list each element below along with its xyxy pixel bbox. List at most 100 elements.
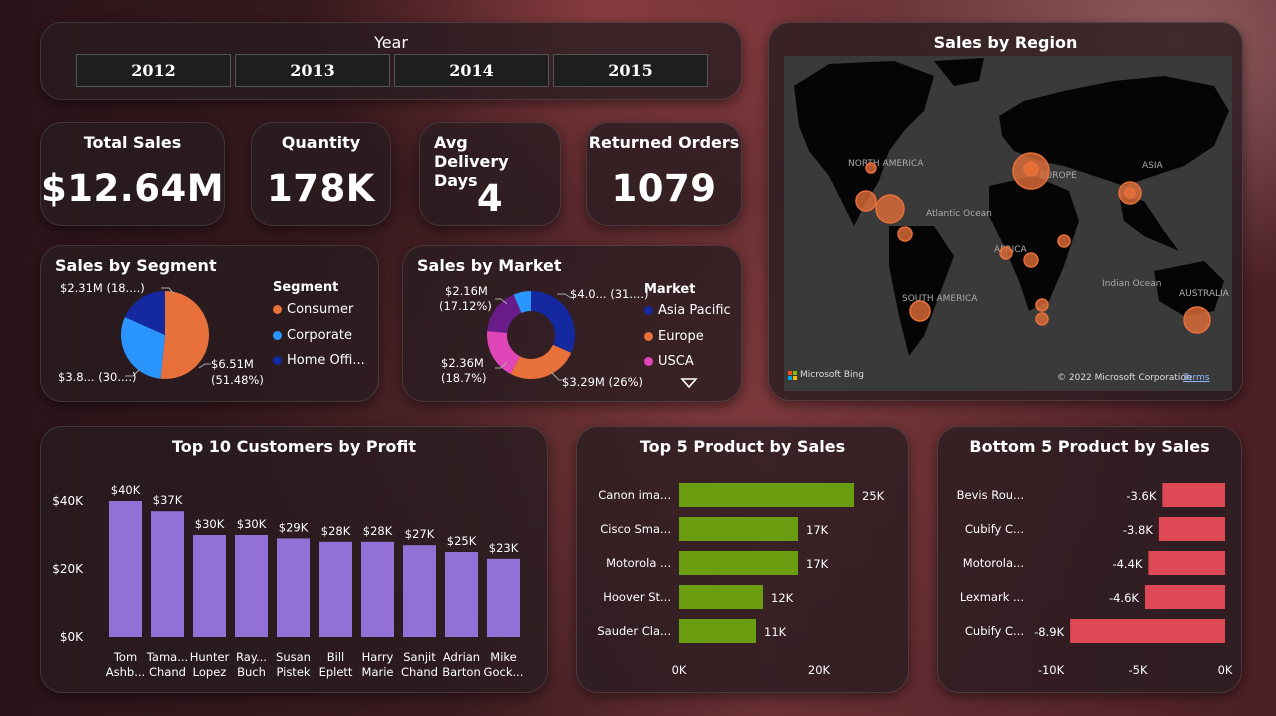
category-label: Ray... (236, 650, 267, 664)
asia-pacific-swatch (644, 306, 653, 315)
year-2013-button[interactable]: 2013 (235, 54, 390, 87)
category-label: Buch (237, 665, 266, 679)
africa-landmass (989, 176, 1079, 311)
quantity-value: 178K (267, 167, 375, 210)
legend-asia-pacific-label: Asia Pacific (658, 303, 731, 318)
customer-bar[interactable] (109, 501, 142, 637)
customer-bar[interactable] (445, 552, 478, 637)
map-label-south-america: SOUTH AMERICA (902, 294, 978, 304)
region-bubble-north-america-east[interactable] (855, 190, 877, 212)
legend-asia-pacific[interactable]: Asia Pacific (644, 303, 731, 318)
region-bubble-canada[interactable] (865, 162, 877, 174)
donut-slice-europe[interactable] (510, 344, 572, 379)
customer-bar[interactable] (235, 535, 268, 637)
product-bar[interactable] (679, 483, 854, 507)
product-bar[interactable] (679, 585, 763, 609)
map-label-asia: ASIA (1142, 161, 1164, 171)
top-customers-card: Top 10 Customers by Profit $0K $20K $40K $4… (40, 426, 548, 693)
product-bar[interactable] (1162, 483, 1225, 507)
product-bar[interactable] (679, 551, 798, 575)
corporate-swatch (273, 331, 282, 340)
segment-chart-title: Sales by Segment (55, 256, 217, 275)
pie-slice-consumer[interactable] (160, 291, 209, 379)
map-terms-link[interactable]: Terms (1183, 373, 1210, 383)
map-label-north-america: NORTH AMERICA (848, 159, 924, 169)
world-map[interactable]: NORTH AMERICA Atlantic Ocean AFRICA SOUT… (784, 56, 1232, 391)
region-bubble-west-africa[interactable] (999, 246, 1013, 260)
product-category-label: Hoover St... (603, 590, 671, 604)
year-2012-button[interactable]: 2012 (76, 54, 231, 87)
microsoft-logo-icon (788, 370, 797, 380)
returned-orders-card: Returned Orders 1079 (586, 122, 742, 226)
market-label-usca-percent: (18.7%) (441, 371, 487, 385)
legend-home-office[interactable]: Home Offi... (273, 353, 365, 368)
map-label-australia: AUSTRALIA (1179, 289, 1230, 299)
category-label: Adrian (443, 650, 480, 664)
donut-slice-usca[interactable] (487, 331, 520, 374)
product-category-label: Bevis Rou... (957, 488, 1024, 502)
year-2014-button[interactable]: 2014 (394, 54, 549, 87)
bottom-products-chart-title: Bottom 5 Product by Sales (969, 437, 1210, 456)
customer-bar[interactable] (487, 558, 520, 637)
pie-slice-corporate[interactable] (120, 317, 165, 379)
avg-delivery-value: 4 (476, 177, 504, 220)
legend-usca-label: USCA (658, 354, 694, 369)
bottom-products-card: Bottom 5 Product by Sales Bevis Rou... -3… (937, 426, 1242, 693)
customer-bar[interactable] (361, 541, 394, 637)
bar-value-label: 11K (764, 625, 787, 639)
region-bubble-australia[interactable] (1183, 306, 1211, 334)
bing-logo: Microsoft Bing (788, 370, 864, 380)
region-bubble-south-africa[interactable] (1035, 298, 1049, 312)
total-sales-label: Total Sales (83, 133, 182, 152)
segment-pie-chart (120, 287, 211, 379)
legend-europe-label: Europe (658, 329, 704, 344)
region-bubble-central-america[interactable] (897, 226, 913, 242)
bottom-products-bar-chart: Bevis Rou... -3.6K Cubify C... -3.8K Motorol… (957, 483, 1233, 677)
category-label: Eplett (319, 665, 353, 679)
category-label: Barton (442, 665, 481, 679)
map-copyright: © 2022 Microsoft Corporation (1057, 373, 1192, 383)
north-america-landmass (794, 61, 934, 226)
eurasia-landmass (999, 76, 1229, 186)
donut-slice-other-2[interactable] (513, 291, 531, 313)
customer-bar[interactable] (319, 541, 352, 637)
year-2015-button[interactable]: 2015 (553, 54, 708, 87)
region-bubble-south-africa-2[interactable] (1035, 312, 1049, 326)
legend-consumer[interactable]: Consumer (273, 302, 353, 317)
region-bubble-east-africa[interactable] (1057, 234, 1071, 248)
donut-slice-asia-pacific[interactable] (531, 291, 575, 353)
product-category-label: Sauder Cla... (597, 624, 671, 638)
region-bubble-central-africa[interactable] (1023, 252, 1039, 268)
product-bar[interactable] (1148, 551, 1225, 575)
market-label-other-value: $2.16M (445, 284, 488, 298)
customer-bar[interactable] (403, 545, 436, 637)
legend-scroll-down-icon[interactable] (680, 377, 698, 389)
customer-bar[interactable] (193, 535, 226, 637)
sales-by-region-card: Sales by Region NORTH AMERICA Atlantic O… (768, 22, 1243, 401)
product-bar[interactable] (1144, 585, 1225, 609)
product-bar[interactable] (679, 517, 798, 541)
region-bubble-asia-inner[interactable] (1124, 187, 1136, 199)
legend-usca[interactable]: USCA (644, 354, 694, 369)
region-bubble-europe-inner[interactable] (1023, 161, 1039, 177)
segment-leader-line (198, 363, 211, 369)
legend-corporate[interactable]: Corporate (273, 328, 352, 343)
donut-slice-other-1[interactable] (487, 294, 522, 333)
region-bubble-north-america-south[interactable] (875, 194, 905, 224)
x-tick-label: 0K (672, 663, 687, 677)
consumer-swatch (273, 305, 282, 314)
category-label: Bill (327, 650, 344, 664)
avg-delivery-label: Avg Delivery Days (434, 133, 509, 190)
pie-slice-home-office[interactable] (124, 291, 165, 335)
legend-europe[interactable]: Europe (644, 329, 704, 344)
market-donut-chart (487, 291, 575, 381)
customer-bar[interactable] (151, 511, 184, 637)
customer-bar[interactable] (277, 538, 310, 637)
region-bubble-south-america[interactable] (909, 300, 931, 322)
top-products-chart-title: Top 5 Product by Sales (639, 437, 846, 456)
product-bar[interactable] (1070, 619, 1225, 643)
product-bar[interactable] (1158, 517, 1225, 541)
sales-by-segment-card: Sales by Segment $2.31M (18....) $3.8...… (40, 245, 379, 402)
y-tick-label: $40K (52, 494, 84, 508)
product-bar[interactable] (679, 619, 756, 643)
